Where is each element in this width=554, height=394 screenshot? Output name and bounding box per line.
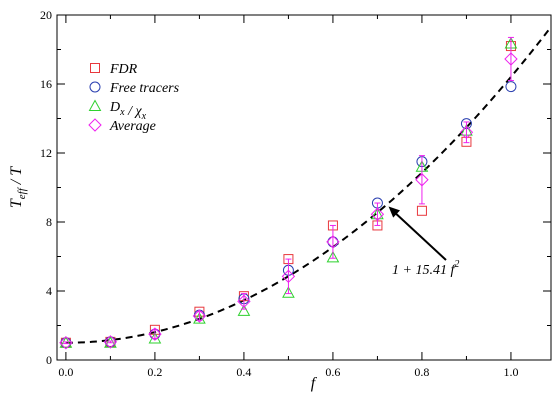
data-point-diamond — [103, 335, 118, 349]
data-point-diamond — [415, 173, 429, 187]
data-point-diamond — [148, 327, 162, 341]
fit-annotation-prefix: 1 + 15.41 f — [392, 263, 456, 278]
y-label-sub: eff — [16, 186, 28, 199]
legend-label: Average — [109, 119, 156, 134]
annotation: 1 + 15.41 f2 — [388, 206, 459, 278]
x-tick-label: 1.0 — [503, 365, 518, 379]
data-point-diamond — [370, 207, 385, 221]
data-point-triangle — [193, 312, 206, 324]
legend-marker-circle — [89, 81, 101, 93]
x-axis-label: f — [311, 375, 318, 392]
series-diamond — [59, 36, 518, 350]
y-tick-label: 0 — [46, 353, 52, 367]
data-point-square — [416, 205, 427, 216]
data-point-diamond — [504, 52, 518, 66]
legend-label: FDR — [109, 62, 138, 77]
legend-marker-square — [90, 63, 100, 73]
data-point-diamond — [237, 294, 251, 309]
data-point-diamond — [326, 235, 340, 249]
y-tick-label: 8 — [46, 215, 52, 229]
x-tick-label: 0.2 — [147, 365, 162, 379]
legend-label-part: D — [109, 100, 120, 115]
legend-label-sub: x — [141, 111, 147, 122]
legend-label: Free tracers — [109, 81, 180, 96]
data-point-triangle — [326, 250, 340, 263]
y-label-tail: / T — [8, 166, 25, 188]
fit-layer — [65, 26, 552, 344]
x-tick-label: 0.8 — [414, 365, 429, 379]
fit-annotation-label: 1 + 15.41 f2 — [392, 259, 459, 278]
fit-curve — [65, 26, 552, 344]
data-point-triangle — [282, 286, 295, 298]
y-axis-label: Teff / T — [8, 166, 28, 208]
y-tick-label: 12 — [40, 146, 52, 160]
legend-marker-diamond — [88, 118, 102, 132]
legend-label-part: / χ — [125, 104, 143, 119]
annotation-arrow-shaft — [391, 209, 447, 261]
y-label-main: T — [8, 198, 25, 208]
y-tick-label: 20 — [40, 8, 52, 22]
data-point-diamond — [459, 125, 474, 140]
annotation-arrow-head — [388, 206, 401, 218]
axes: 0.0 0.2 0.4 0.6 0.8 1.0 0 4 8 12 16 20 f Teff / T — [8, 8, 552, 392]
data-point-circle — [505, 81, 517, 93]
x-tick-label: 0.0 — [58, 365, 73, 379]
data-point-triangle — [237, 304, 251, 316]
fit-annotation-exponent: 2 — [454, 259, 459, 270]
legend-label-sub: x — [119, 107, 125, 118]
data-point-diamond — [192, 309, 207, 323]
marks — [59, 36, 518, 350]
data-point-diamond — [281, 269, 296, 284]
legend-label: Dx / χx — [109, 100, 147, 122]
x-tick-label: 0.6 — [325, 365, 340, 379]
y-tick-label: 4 — [46, 284, 52, 298]
data-point-diamond — [59, 336, 73, 350]
data-point-circle — [149, 328, 161, 340]
y-tick-label: 16 — [40, 77, 52, 91]
legend-marker-triangle — [88, 99, 102, 111]
x-tick-label: 0.4 — [236, 365, 251, 379]
